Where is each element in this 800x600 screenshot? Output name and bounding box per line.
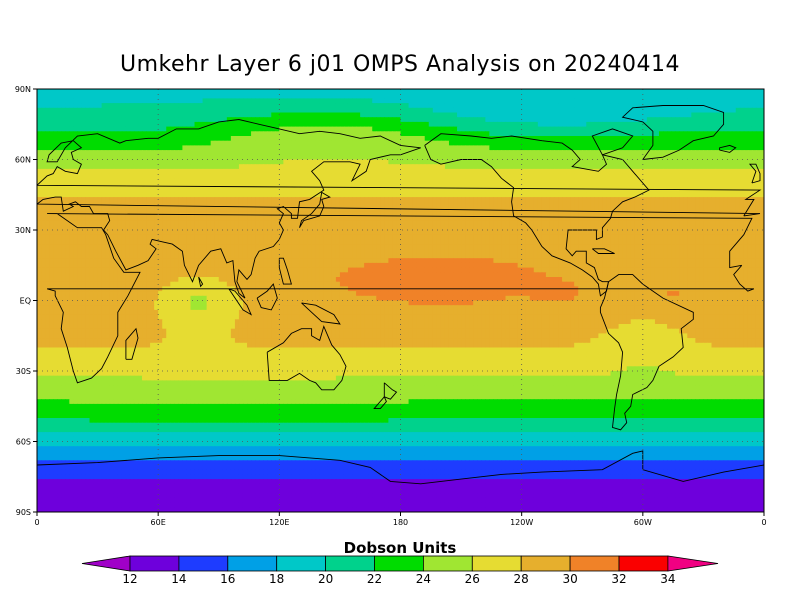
colorbar-box [422,555,473,572]
colorbar-box [325,555,375,572]
colorbar-arrow-right [667,555,719,572]
colorbar-tick-label: 16 [220,572,235,586]
map-title: Umkehr Layer 6 j01 OMPS Analysis on 2024… [120,52,680,77]
colorbar-box [618,555,669,572]
lat-tick-label: 60S [16,438,31,447]
colorbar-tick-label: 20 [318,572,333,586]
colorbar-box [178,555,229,572]
colorbar-box [569,555,620,572]
colorbar-tick-label: 12 [122,572,137,586]
lon-tick-label: 180 [393,518,408,527]
lon-tick-label: 120E [269,518,289,527]
colorbar-box [129,555,180,572]
colorbar-tick-label: 32 [611,572,626,586]
lon-tick-label: 60W [634,518,652,527]
lon-tick-label: 60E [151,518,166,527]
colorbar-box [276,555,327,572]
colorbar-tick-label: 34 [660,572,675,586]
lat-tick-label: 90S [16,508,31,517]
lon-tick-label: 0 [761,518,766,527]
lat-tick-label: 30S [16,367,31,376]
lat-tick-label: EQ [20,297,31,306]
colorbar-tick-label: 18 [269,572,284,586]
gridlines [37,89,764,512]
colorbar-arrow-left [81,555,131,572]
colorbar-box [520,555,571,572]
colorbar-tick-label: 14 [171,572,186,586]
colorbar-tick-label: 26 [465,572,480,586]
colorbar-tick-label: 30 [562,572,577,586]
colorbar-tick-label: 22 [367,572,382,586]
lat-tick-label: 30N [15,226,31,235]
colorbar-tick-label: 28 [514,572,529,586]
colorbar-box [374,555,424,572]
lat-tick-label: 90N [15,85,31,94]
colorbar-title: Dobson Units [344,539,457,557]
lon-tick-label: 0 [34,518,39,527]
colorbar: 12 14 16 18 20 22 24 26 28 30 32 34 [81,555,719,586]
ozone-contour-fill [37,89,764,512]
colorbar-box [227,555,278,572]
lon-tick-label: 120W [510,518,533,527]
lat-tick-label: 60N [15,156,31,165]
colorbar-box [471,555,522,572]
colorbar-tick-label: 24 [416,572,431,586]
